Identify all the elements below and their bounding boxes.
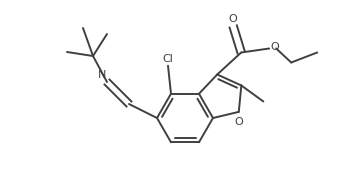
Text: N: N [98, 70, 106, 80]
Text: O: O [229, 15, 238, 25]
Text: Cl: Cl [162, 54, 174, 64]
Text: O: O [270, 42, 279, 52]
Text: O: O [235, 117, 243, 127]
